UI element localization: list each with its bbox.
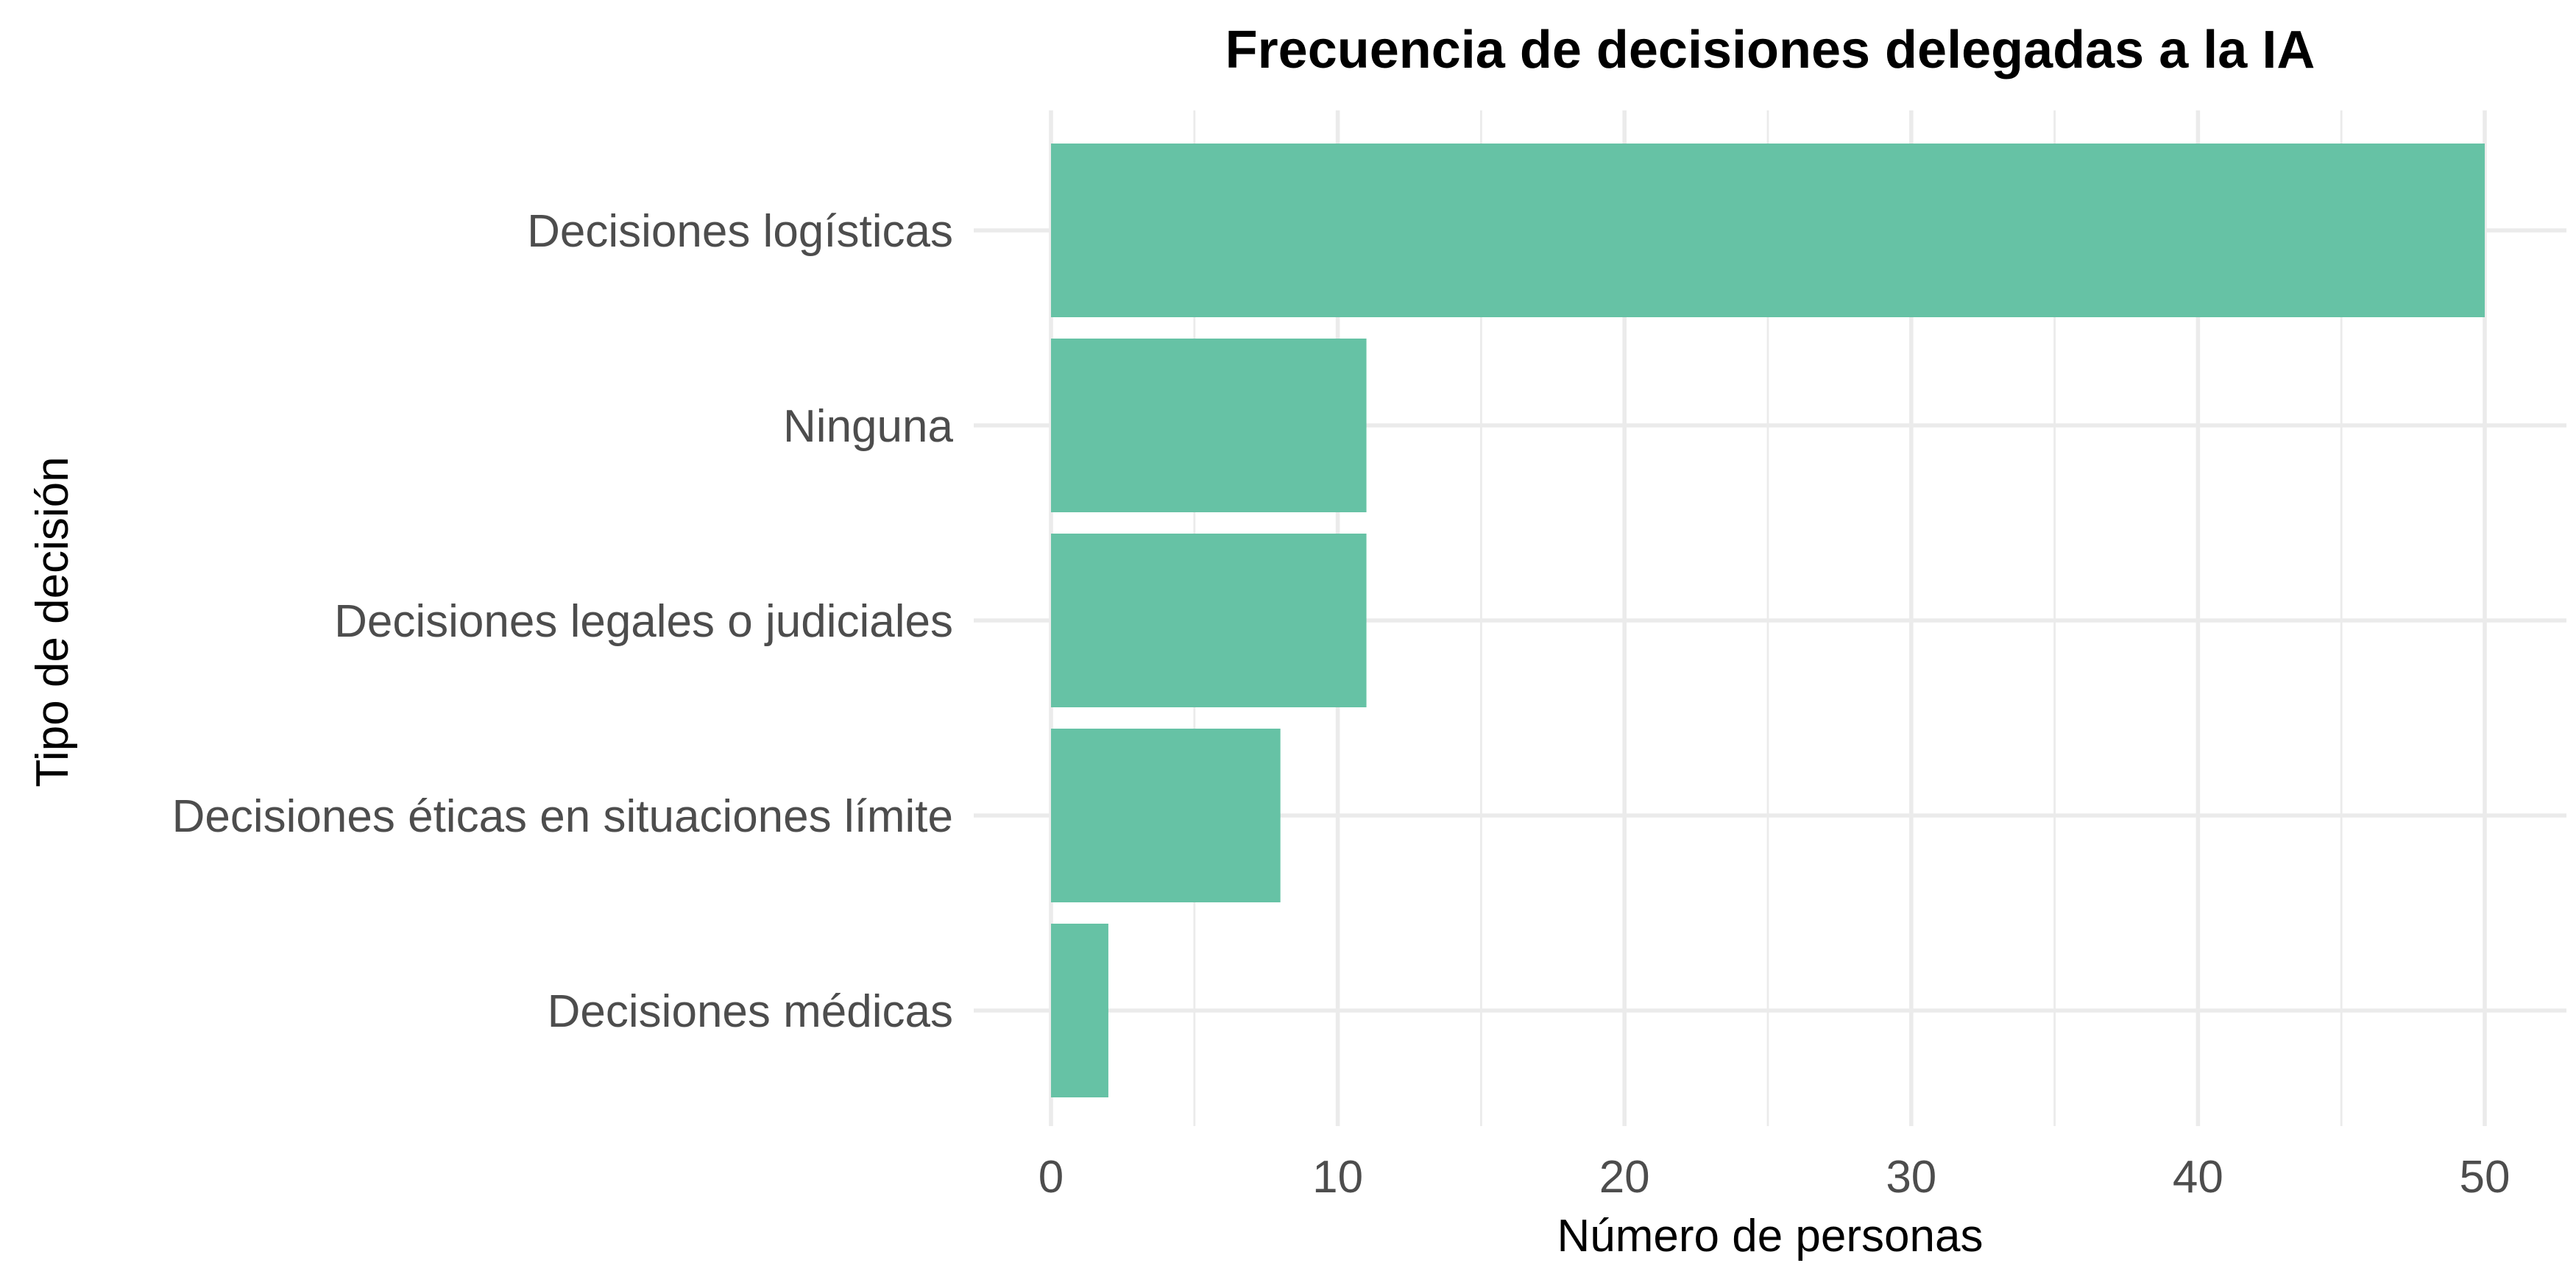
x-axis-tick-labels: 0 10 20 30 40 50: [1038, 1152, 2510, 1203]
bar: [1051, 729, 1281, 902]
y-tick-label: Decisiones éticas en situaciones límite: [172, 791, 953, 842]
y-tick-label: Decisiones médicas: [548, 986, 953, 1037]
y-axis-title: Tipo de decisión: [27, 456, 78, 787]
y-tick-label: Decisiones legales o judiciales: [334, 596, 953, 647]
bar: [1051, 534, 1367, 707]
chart-title: Frecuencia de decisiones delegadas a la …: [1225, 21, 2315, 79]
y-tick-label: Decisiones logísticas: [527, 206, 953, 257]
x-tick-label: 0: [1038, 1152, 1064, 1203]
bars: [1051, 144, 2485, 1097]
x-tick-label: 20: [1599, 1152, 1650, 1203]
bar: [1051, 924, 1108, 1097]
y-tick-label: Ninguna: [783, 401, 953, 452]
x-tick-label: 30: [1886, 1152, 1936, 1203]
x-tick-label: 50: [2460, 1152, 2510, 1203]
x-tick-label: 10: [1312, 1152, 1363, 1203]
bar: [1051, 144, 2485, 317]
x-axis-title: Número de personas: [1557, 1211, 1984, 1262]
bar: [1051, 339, 1367, 512]
y-axis-tick-labels: Decisiones logísticas Ninguna Decisiones l…: [172, 206, 954, 1037]
x-tick-label: 40: [2173, 1152, 2223, 1203]
